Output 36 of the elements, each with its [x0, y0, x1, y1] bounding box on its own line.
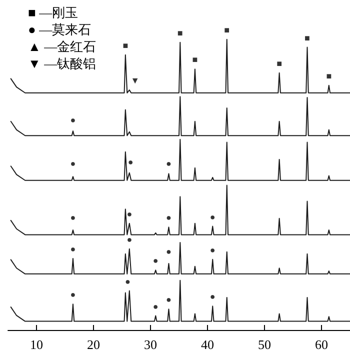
text: ■ —刚玉	[28, 5, 78, 20]
annotation: ■	[224, 24, 230, 35]
x-tick-label: 30	[144, 337, 157, 352]
annotation: ■	[192, 54, 198, 65]
annotation: ■	[326, 70, 332, 81]
x-tick-label: 50	[258, 337, 271, 352]
annotation: ●	[70, 115, 76, 126]
x-tick-label: 20	[87, 337, 100, 352]
annotation: ●	[70, 244, 76, 254]
annotation: ●	[124, 276, 130, 286]
annotation: ■	[304, 32, 310, 43]
annotation: ■	[276, 58, 282, 68]
annotation: ▼ —钛酸铝	[28, 56, 96, 71]
annotation: ●	[210, 212, 216, 222]
annotation: ●	[166, 212, 172, 223]
annotation: ■	[122, 40, 128, 50]
text: ● —莫来石	[28, 22, 92, 37]
annotation: ●	[210, 244, 216, 255]
annotation: ■	[177, 28, 183, 38]
annotation: ●	[128, 157, 134, 168]
annotation: ●	[166, 246, 172, 256]
x-tick-label: 10	[30, 337, 43, 352]
annotation: ●	[152, 256, 158, 266]
annotation: ▲ —金红石	[28, 39, 96, 54]
annotation: ●	[70, 290, 76, 300]
annotation: ●	[126, 208, 132, 219]
annotation: ●	[70, 212, 76, 222]
x-tick-label: 40	[201, 337, 214, 352]
annotation: ●	[210, 292, 216, 302]
annotation: ●	[152, 301, 158, 312]
annotation: ●	[166, 158, 172, 169]
annotation: ●	[126, 234, 132, 244]
x-tick-label: 60	[315, 337, 328, 352]
annotation: ▼	[130, 75, 140, 86]
annotation: ●	[166, 294, 172, 305]
annotation: ●	[70, 158, 76, 169]
